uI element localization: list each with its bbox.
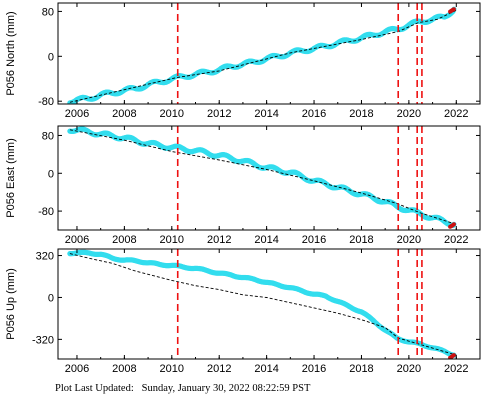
x-tick-label: 2018 [349,234,373,246]
axes-frame [57,125,481,231]
model-line [69,253,457,356]
x-tick-label: 2022 [444,108,468,120]
x-tick-label: 2008 [112,234,136,246]
y-tick-label: 80 [42,6,54,18]
x-tick-label: 2018 [349,108,373,120]
x-tick-label: 2018 [349,363,373,375]
x-tick-label: 2012 [207,363,231,375]
panel-1: 2006 2008 2010 2012 2014 2016 2018 2020 2022 -80 0… [5,2,481,120]
model-line [69,129,457,225]
x-tick-label: 2008 [112,363,136,375]
plot-area [67,126,457,230]
y-tick-label: -80 [38,96,54,108]
x-tick-label: 2010 [160,108,184,120]
y-tick-label: 0 [48,292,54,304]
axes-frame [57,2,481,105]
x-tick-label: 2006 [65,108,89,120]
x-tick-label: 2020 [397,363,421,375]
recent-point [448,224,453,229]
x-tick-label: 2010 [160,234,184,246]
x-tick-label: 2010 [160,363,184,375]
footer-label: Plot Last Updated: [55,383,134,394]
y-axis-label: P056 North (mm) [5,11,17,95]
plot-area [67,3,457,104]
panel-3: 2006 2008 2010 2012 2014 2016 2018 2020 2022 -320… [5,248,481,375]
x-tick-label: 2020 [397,108,421,120]
y-tick-label: 0 [48,51,54,63]
axes-frame [57,248,481,360]
y-tick-label: -80 [38,206,54,218]
x-tick-label: 2022 [444,363,468,375]
x-tick-label: 2016 [302,234,326,246]
plot-updated-footer: Plot Last Updated: Sunday, January 30, 2… [55,383,310,394]
x-tick-label: 2008 [112,108,136,120]
x-tick-label: 2014 [254,363,278,375]
x-tick-label: 2012 [207,108,231,120]
y-tick-label: 320 [36,251,54,263]
x-tick-label: 2012 [207,234,231,246]
x-tick-label: 2014 [254,234,278,246]
y-axis-label: P056 Up (mm) [5,268,17,340]
x-tick-label: 2020 [397,234,421,246]
x-tick-label: 2006 [65,363,89,375]
y-tick-label: -320 [32,334,54,346]
footer-timestamp: Sunday, January 30, 2022 08:22:59 PST [141,383,311,394]
model-line [69,9,457,103]
y-tick-label: 80 [42,130,54,142]
x-tick-label: 2022 [444,234,468,246]
x-tick-label: 2014 [254,108,278,120]
plot-area [67,249,457,359]
recent-point [448,355,453,359]
x-tick-label: 2016 [302,108,326,120]
x-tick-label: 2016 [302,363,326,375]
y-tick-label: 0 [48,168,54,180]
x-tick-label: 2006 [65,234,89,246]
panel-2: 2006 2008 2010 2012 2014 2016 2018 2020 2022 -80 0… [5,125,481,246]
y-axis-label: P056 East (mm) [5,138,17,217]
recent-point [448,9,453,14]
